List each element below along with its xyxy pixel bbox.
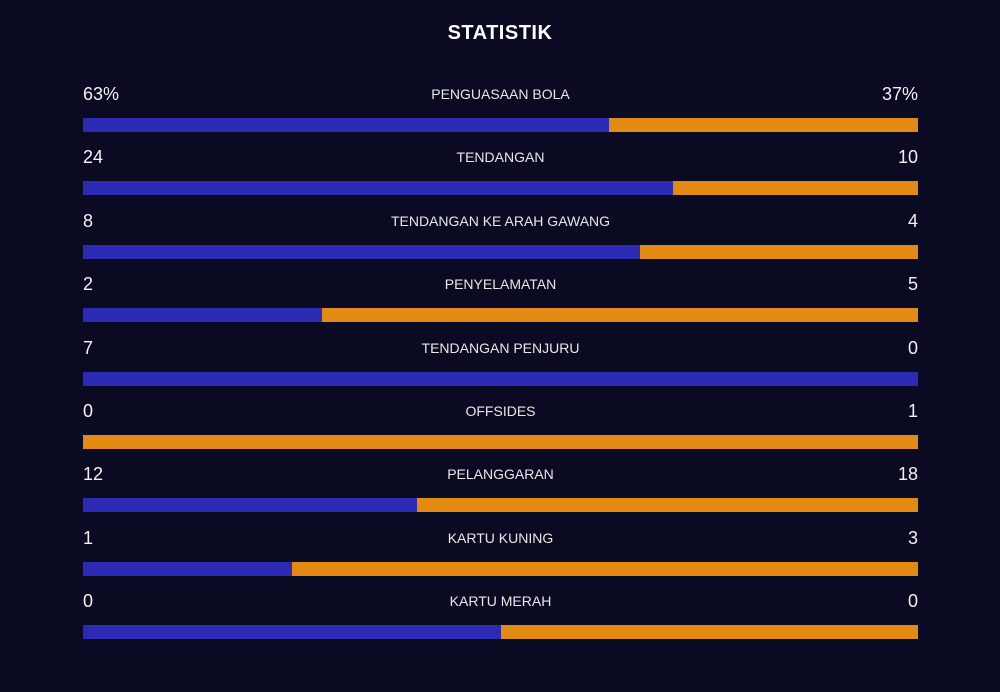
- stat-home-value: 2: [83, 274, 94, 295]
- stat-home-value: 7: [83, 337, 94, 358]
- stat-label: PENYELAMATAN: [444, 276, 557, 293]
- stat-away-value: 4: [907, 210, 918, 231]
- stat-home-value: 0: [83, 591, 94, 612]
- stat-away-value: 0: [907, 591, 918, 612]
- stat-away-value: 10: [897, 147, 918, 168]
- stat-row-yellow-cards: 1 KARTU KUNING 3: [83, 524, 918, 587]
- stats-list: 63% PENGUASAAN BOLA 37% 24 TENDANGAN 10 …: [83, 80, 918, 651]
- stat-away-value: 1: [907, 400, 918, 421]
- stat-bar: [83, 434, 918, 449]
- stat-row-shots-on-target: 8 TENDANGAN KE ARAH GAWANG 4: [83, 207, 918, 270]
- stat-label: PENGUASAAN BOLA: [431, 86, 570, 102]
- stat-row-possession: 63% PENGUASAAN BOLA 37%: [83, 80, 918, 143]
- stat-away-value: 37%: [881, 84, 918, 104]
- stat-bar: [83, 118, 918, 132]
- stat-bar-home-fill: [83, 118, 610, 132]
- stat-label: TENDANGAN: [456, 149, 545, 166]
- stat-bar-home-fill: [83, 308, 322, 323]
- stat-bar: [83, 561, 918, 576]
- stat-bar-home-fill: [83, 625, 501, 640]
- stat-away-value: 18: [897, 464, 918, 485]
- stat-home-value: 24: [83, 147, 104, 168]
- stat-bar: [83, 625, 918, 640]
- stat-row-offsides: 0 OFFSIDES 1: [83, 397, 918, 460]
- stat-row-saves: 2 PENYELAMATAN 5: [83, 270, 918, 333]
- stat-home-value: 1: [83, 527, 94, 548]
- stat-row-corners: 7 TENDANGAN PENJURU 0: [83, 334, 918, 397]
- stat-label: PELANGGARAN: [447, 466, 554, 483]
- stat-bar-home-fill: [83, 181, 673, 196]
- stat-away-value: 3: [907, 527, 918, 548]
- stat-away-value: 5: [907, 274, 918, 295]
- stat-bar: [83, 181, 918, 196]
- stat-row-red-cards: 0 KARTU MERAH 0: [83, 587, 918, 650]
- stat-bar: [83, 498, 918, 513]
- stat-bar-home-fill: [83, 498, 417, 513]
- stat-bar-home-fill: [83, 371, 918, 386]
- stat-label: KARTU KUNING: [447, 529, 554, 546]
- stat-row-shots: 24 TENDANGAN 10: [83, 143, 918, 206]
- stat-bar: [83, 308, 918, 323]
- stat-home-value: 12: [83, 464, 104, 485]
- stat-bar: [83, 371, 918, 386]
- stat-bar: [83, 244, 918, 259]
- stat-row-fouls: 12 PELANGGARAN 18: [83, 460, 918, 523]
- stats-title: STATISTIK: [447, 22, 553, 44]
- stat-label: OFFSIDES: [465, 402, 536, 419]
- stat-home-value: 0: [83, 400, 94, 421]
- stat-label: TENDANGAN KE ARAH GAWANG: [390, 212, 611, 229]
- stat-away-value: 0: [907, 337, 918, 358]
- stat-home-value: 63%: [83, 84, 120, 104]
- stat-label: KARTU MERAH: [449, 593, 552, 610]
- stat-bar-home-fill: [83, 561, 292, 576]
- stat-bar-home-fill: [83, 244, 640, 259]
- stat-home-value: 8: [83, 210, 94, 231]
- stat-label: TENDANGAN PENJURU: [421, 339, 580, 356]
